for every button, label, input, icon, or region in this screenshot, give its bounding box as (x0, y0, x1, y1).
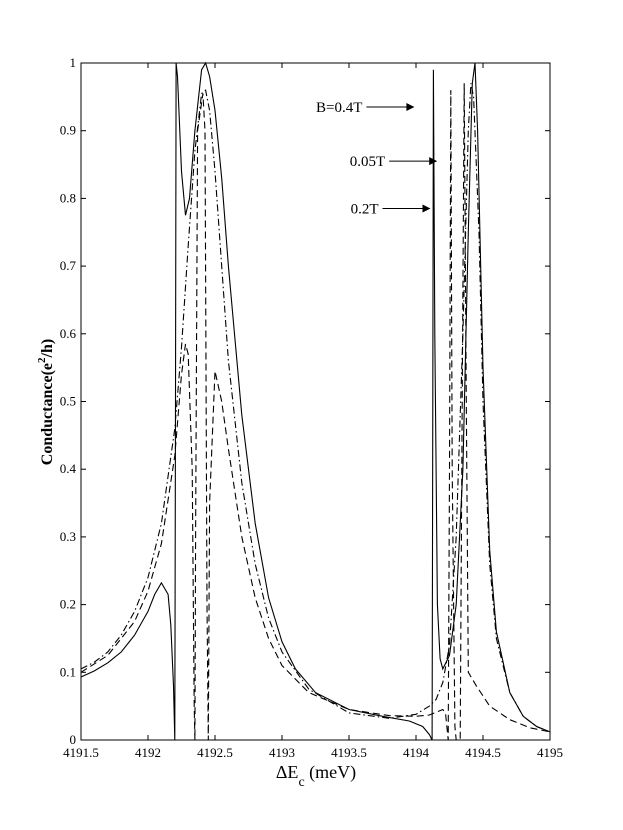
y-axis-title-main: Conductance(e (39, 363, 56, 465)
y-tick-label: 0.5 (60, 394, 76, 409)
x-tick-label: 4192.5 (197, 745, 233, 760)
x-tick-label: 4194.5 (465, 745, 501, 760)
annotation-label: 0.2T (351, 202, 379, 218)
x-tick-label: 4192 (135, 745, 161, 760)
x-tick-label: 4193.5 (331, 745, 367, 760)
y-tick-label: 0.8 (60, 190, 76, 205)
x-axis-title: ΔEc (meV) (276, 762, 356, 790)
x-tick-label: 4195 (537, 745, 563, 760)
plot-frame (80, 62, 551, 741)
x-axis-title-subscript: c (298, 775, 304, 790)
annotations-layer: B=0.4T 0.05T 0.2T (316, 100, 438, 218)
y-tick-label: 0.2 (60, 597, 76, 612)
x-tick-label: 4194 (403, 745, 430, 760)
annotation-arrow-head (422, 204, 431, 213)
y-tick-label: 0.9 (60, 123, 76, 138)
y-tick-label: 0.1 (60, 664, 76, 679)
y-tick-label: 0.7 (60, 258, 77, 273)
y-tick-label: 1 (70, 55, 77, 70)
annotation-arrow-head (406, 103, 415, 112)
x-axis-title-main: ΔE (276, 762, 299, 782)
series-layer (80, 61, 551, 741)
y-tick-label: 0.4 (60, 461, 77, 476)
annotation-label: 0.05T (350, 154, 385, 170)
y-axis-title-tail: /h) (39, 339, 56, 359)
series-line-dashdot (80, 83, 551, 733)
series-line-solid (80, 61, 551, 741)
y-axis-title-superscript: 2 (36, 357, 48, 363)
y-tick-label: 0 (70, 732, 77, 747)
y-tick-label: 0.6 (60, 326, 77, 341)
series-line-dashed (80, 83, 551, 741)
x-axis-title-tail: (meV) (305, 762, 356, 783)
x-tick-label: 4191.5 (63, 745, 99, 760)
x-tick-label: 4193 (269, 745, 295, 760)
y-tick-label: 0.3 (60, 529, 76, 544)
ticks-layer: 4191.5 4192 4192.5 4193 4193.5 4194 4194.5 4195… (60, 55, 563, 760)
annotation-arrow-head (429, 157, 438, 166)
annotation-label: B=0.4T (316, 100, 362, 116)
y-axis-title: Conductance(e2/h) (36, 339, 56, 465)
